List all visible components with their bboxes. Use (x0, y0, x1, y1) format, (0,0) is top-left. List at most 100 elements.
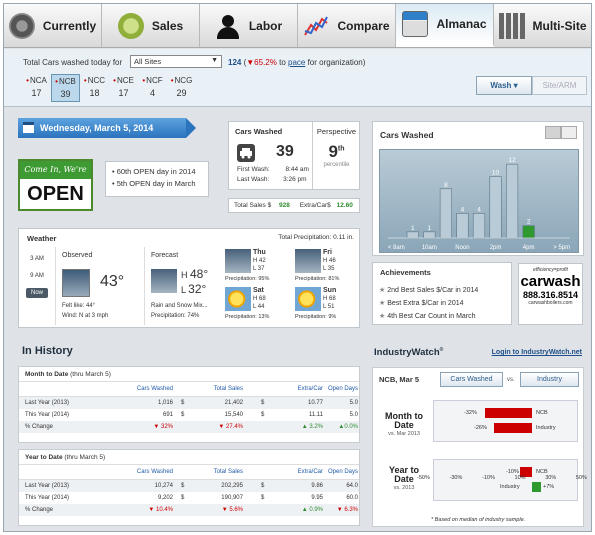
industry-watch-title: IndustryWatch® (374, 347, 443, 358)
day-low: L 51 (323, 304, 335, 310)
sun-icon (225, 287, 251, 311)
chart-bar[interactable] (489, 176, 502, 239)
car-icon (237, 144, 255, 162)
extra-value: 10.77 (307, 400, 323, 406)
site-count: 17 (118, 88, 129, 98)
bar-view-button[interactable] (561, 126, 577, 139)
header-cars: Cars Washed (136, 469, 173, 475)
weather-title: Weather (27, 234, 57, 243)
site-ncc[interactable]: NCC 18 (80, 74, 109, 102)
chart-bar[interactable] (522, 225, 535, 239)
header-extra: Extra/Car (297, 469, 323, 475)
site-ncg[interactable]: NCG 29 (167, 74, 196, 102)
table-row: This Year (2014) 691 $15,540 $11.11 5.0 (19, 409, 359, 421)
open-day-item: • 5th OPEN day in March (112, 179, 196, 188)
bar-value-label: 8 (444, 182, 448, 189)
cell-extra: $10.77 (243, 397, 323, 409)
chart-bar[interactable] (456, 213, 469, 239)
weather-timeline: 3 AM 9 AM Now (26, 251, 48, 298)
pace-link[interactable]: pace (288, 58, 306, 67)
weather-panel: Weather Total Precipitation: 0.11 in. 3 … (18, 228, 360, 328)
advertisement[interactable]: efficiency=profit carwash 888.316.8514 c… (518, 263, 583, 325)
ncb-pct: -32% (464, 410, 477, 416)
observed-weather: Observed 43° Felt like: 44° Wind: N at 3… (55, 247, 141, 325)
cars-washed-metric-button[interactable]: Cars Washed (440, 372, 503, 387)
chart-bar[interactable] (506, 163, 519, 239)
site-code: NCE (109, 76, 138, 85)
site-arm-label: Site/ARM (542, 81, 577, 90)
year-to-date-table: Year to Date (thru March 5) Cars Washed … (18, 449, 360, 526)
table-title: Year to Date (thru March 5) (19, 450, 359, 465)
day-name: Sat (253, 287, 264, 294)
time-now[interactable]: Now (26, 288, 48, 298)
x-tick-label: < 8am (388, 245, 405, 251)
cell-days: 5.0 (349, 400, 358, 406)
cell-cars: 691 (162, 412, 173, 418)
car-view-button[interactable] (545, 126, 561, 139)
currency: $ (181, 495, 185, 501)
cell-cars: 10,274 (154, 483, 173, 489)
cell-extra: ▲ 0.9% (301, 507, 323, 513)
site-code: NCA (22, 76, 51, 85)
vs-label: vs. (507, 377, 515, 383)
cars-washed-count: 39 (276, 143, 294, 160)
section-sub: vs. 2013 (393, 485, 415, 491)
chart-plot: 1 1 8 4 4 10 12 2 < 8am 10am Noon 2pm 4pm > 5pm (379, 149, 579, 253)
currency: $ (261, 400, 265, 406)
currency: $ (181, 400, 185, 406)
cell-extra: ▲ 3.2% (301, 424, 323, 430)
day-high: H 68 (323, 296, 336, 302)
day-name: Fri (323, 249, 332, 256)
bar-value-label: 1 (428, 225, 432, 232)
site-ncb[interactable]: NCB 39 (51, 74, 80, 102)
time-9am[interactable]: 9 AM (30, 273, 44, 279)
site-code: NCC (80, 76, 109, 85)
achievement-text: 2nd Best Sales $/Car in 2014 (387, 287, 479, 294)
chart-bar[interactable] (472, 213, 486, 239)
time-3am[interactable]: 3 AM (30, 256, 44, 262)
ad-tagline: efficiency=profit (533, 267, 568, 273)
tab-multi-site[interactable]: Multi-Site (494, 4, 591, 47)
table-title: Month to Date (thru March 5) (19, 367, 359, 382)
industry-head: NCB, Mar 5 (379, 375, 420, 384)
wash-label: Wash ▾ (490, 81, 518, 90)
gauge-icon (8, 12, 35, 39)
sales-value: 15,540 (224, 412, 243, 418)
cell-extra: $9.95 (243, 492, 323, 504)
tab-sales[interactable]: Sales (102, 4, 200, 47)
axis-tick: -30% (449, 475, 463, 481)
day-precip: Precipitation: 9% (295, 314, 337, 320)
table-row: This Year (2014) 9,202 $190,907 $9.95 60… (19, 492, 359, 504)
buildings-icon (498, 12, 525, 39)
tab-almanac[interactable]: Almanac (396, 4, 494, 47)
tab-label: Multi-Site (532, 18, 587, 33)
tab-currently[interactable]: Currently (4, 4, 102, 47)
site-select-value: All Sites (134, 57, 162, 66)
industry-compare-button[interactable]: Industry (520, 372, 579, 387)
table-row: % Change ▼ 32% ▼ 27.4% ▲ 3.2% ▲0.0% (19, 421, 359, 433)
site-ncf[interactable]: NCF 4 (138, 74, 167, 102)
sales-summary: Total Sales $ 928 Extra/Car$ 12.60 (228, 198, 360, 213)
tab-compare[interactable]: Compare (298, 4, 396, 47)
chart-bar[interactable] (406, 231, 419, 239)
x-tick-label: 4pm (523, 245, 535, 251)
forecast-label: Forecast (151, 252, 179, 259)
industry-login-link[interactable]: Login to IndustryWatch.net (491, 349, 582, 356)
site-nce[interactable]: NCE 17 (109, 74, 138, 102)
forecast-high: 48° (190, 267, 209, 281)
table-row: Last Year (2013) 1,016 $21,402 $10.77 5.… (19, 397, 359, 409)
site-select[interactable]: All Sites ▼ (130, 55, 222, 68)
tab-labor[interactable]: Labor (200, 4, 298, 47)
chart-bar[interactable] (423, 231, 436, 239)
site-nca[interactable]: NCA 17 (22, 74, 51, 102)
industry-label: Industry (500, 484, 520, 490)
site-count: 18 (89, 88, 100, 98)
table-title-text: Year to Date (25, 454, 63, 461)
x-tick-label: 10am (422, 245, 437, 251)
perspective-box: Perspective 9th percentile (312, 122, 360, 189)
site-arm-button[interactable]: Site/ARM (532, 76, 587, 95)
perspective-rank: 9th (313, 142, 360, 162)
currency: $ (181, 483, 185, 489)
wash-dropdown-button[interactable]: Wash ▾ (476, 76, 532, 95)
chart-bar[interactable] (439, 188, 453, 239)
